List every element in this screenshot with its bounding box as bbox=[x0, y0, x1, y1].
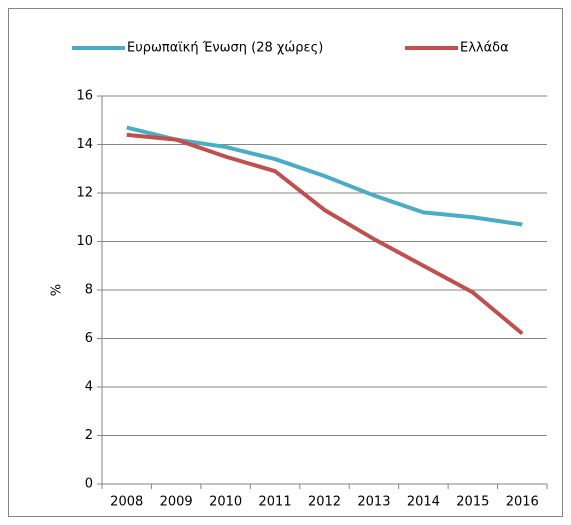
y-tick-label: 12 bbox=[76, 186, 93, 201]
y-tick-label: 8 bbox=[85, 283, 93, 298]
x-tick-label: 2011 bbox=[259, 495, 292, 510]
y-tick-label: 16 bbox=[76, 89, 93, 104]
x-tick-label: 2008 bbox=[110, 495, 143, 510]
x-tick-label: 2014 bbox=[407, 495, 440, 510]
y-tick-label: 14 bbox=[76, 137, 93, 152]
y-tick-label: 4 bbox=[85, 380, 93, 395]
x-tick-label: 2010 bbox=[209, 495, 242, 510]
chart-frame bbox=[8, 8, 563, 517]
y-tick-label: 0 bbox=[85, 477, 93, 492]
x-tick-label: 2015 bbox=[456, 495, 489, 510]
y-tick-label: 2 bbox=[85, 428, 93, 443]
legend-label: Ευρωπαϊκή Ένωση (28 χώρες) bbox=[127, 41, 323, 56]
x-tick-label: 2013 bbox=[357, 495, 390, 510]
y-axis-label: % bbox=[50, 284, 65, 296]
legend-label: Ελλάδα bbox=[460, 41, 509, 56]
x-tick-label: 2012 bbox=[308, 495, 341, 510]
y-tick-label: 6 bbox=[85, 331, 93, 346]
x-tick-label: 2016 bbox=[506, 495, 539, 510]
line-series bbox=[126, 132, 524, 336]
line-series bbox=[126, 125, 523, 227]
x-tick-label: 2009 bbox=[160, 495, 193, 510]
y-tick-label: 10 bbox=[76, 234, 93, 249]
